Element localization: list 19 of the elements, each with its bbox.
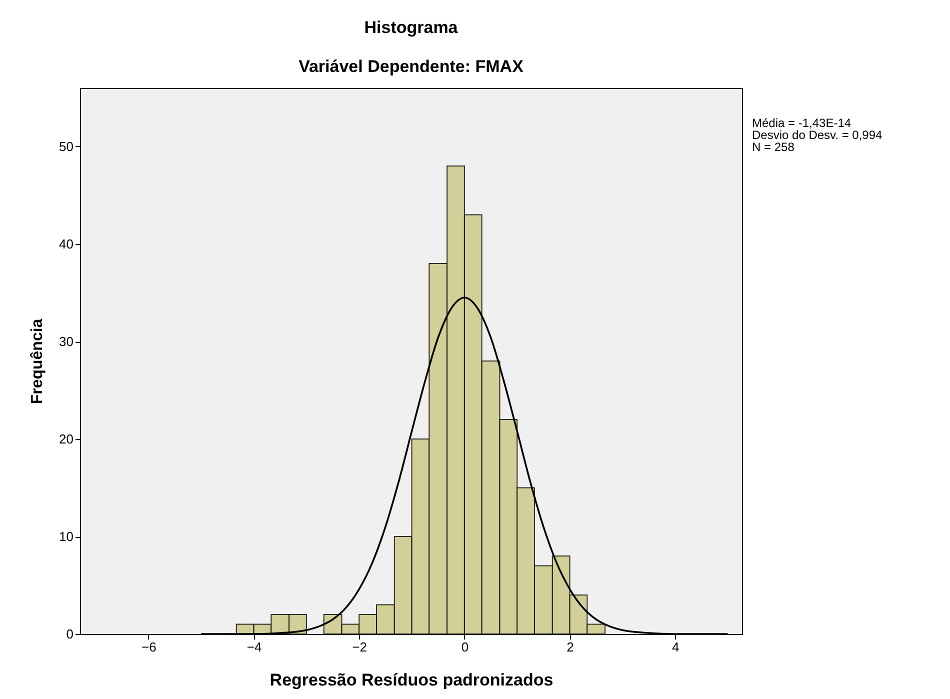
y-tick-label: 30 [59, 334, 74, 349]
y-tick-label: 10 [59, 529, 74, 544]
y-tick-label: 50 [59, 139, 74, 154]
text: Desvio do Desv. = 0,994 [752, 128, 883, 142]
chart-subtitle: Variável Dependente: FMAX [298, 57, 524, 76]
y-tick-label: 20 [59, 432, 74, 446]
y-tick-label: 0 [66, 626, 74, 642]
text: N = 258 [752, 140, 795, 154]
chart-title: Histograma [364, 18, 458, 37]
x-tick-label: 0 [461, 640, 469, 654]
x-axis-title: Regressão Resíduos padronizados [270, 670, 554, 690]
text: Média = -1,43E-14 [752, 116, 852, 130]
x-tick-label: −6 [142, 640, 156, 654]
y-tick-label: 40 [59, 236, 74, 252]
x-tick-label: 4 [672, 640, 680, 654]
y-axis-title: Frequência [29, 318, 46, 404]
x-tick-label: −4 [246, 640, 262, 654]
x-tick-label: −2 [352, 640, 368, 654]
x-tick-label: 2 [566, 640, 574, 654]
